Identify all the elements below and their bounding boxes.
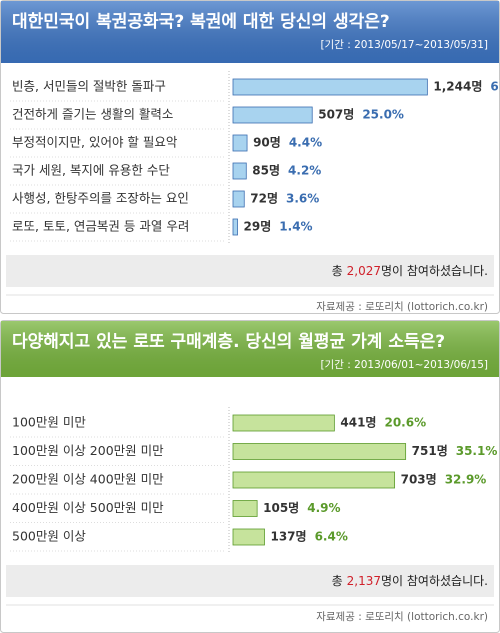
value-label: 105명 xyxy=(263,501,299,515)
subtitle: [기간 : 2013/06/01~2013/06/15] xyxy=(320,359,488,371)
total-suffix: 명이 참여하셨습니다. xyxy=(381,574,488,588)
bar xyxy=(232,190,245,208)
percent-label: 4.4% xyxy=(289,136,322,150)
bar xyxy=(232,134,248,152)
category-label: 200만원 이상 400만원 미만 xyxy=(12,472,164,487)
total-suffix: 명이 참여하셨습니다. xyxy=(381,264,488,278)
total-text: 총 2,137명이 참여하셨습니다. xyxy=(332,574,488,588)
title: 대한민국이 복권공화국? 복권에 대한 당신의 생각은? xyxy=(12,12,390,32)
total-value: 2,137 xyxy=(347,574,381,588)
source: 자료제공 : 로또리치 (lottorich.co.kr) xyxy=(316,611,488,623)
total-box xyxy=(6,565,494,597)
bar xyxy=(232,528,265,546)
percent-label: 61.4% xyxy=(490,80,500,94)
category-label: 100만원 미만 xyxy=(12,415,86,430)
percent-label: 4.9% xyxy=(307,501,340,515)
title: 다양해지고 있는 로또 구매계층. 당신의 월평균 가계 소득은? xyxy=(12,332,445,352)
total-box xyxy=(6,255,494,287)
bar xyxy=(232,218,238,236)
bar xyxy=(232,471,396,489)
bar xyxy=(232,162,247,180)
value-label: 507명 xyxy=(318,108,354,122)
category-label: 빈층, 서민들의 절박한 돌파구 xyxy=(12,79,166,94)
bar xyxy=(232,443,407,460)
value-label: 441명 xyxy=(340,416,376,430)
category-label: 400만원 이상 500만원 미만 xyxy=(12,500,164,515)
category-label: 건전하게 즐기는 생활의 활력소 xyxy=(12,107,173,122)
category-label: 500만원 이상 xyxy=(12,529,86,544)
total-prefix: 총 xyxy=(332,574,343,588)
bar xyxy=(232,106,313,124)
percent-label: 3.6% xyxy=(286,192,319,206)
header-shade xyxy=(1,1,499,63)
percent-label: 35.1% xyxy=(456,444,498,458)
value-label: 90명 xyxy=(253,136,281,150)
category-label: 100만원 이상 200만원 미만 xyxy=(12,443,164,458)
percent-label: 4.2% xyxy=(288,164,321,178)
total-text: 총 2,027명이 참여하셨습니다. xyxy=(332,264,488,278)
source: 자료제공 : 로또리치 (lottorich.co.kr) xyxy=(316,301,488,313)
category-label: 로또, 토토, 연금복권 등 과열 우려 xyxy=(12,219,189,234)
value-label: 751명 xyxy=(412,444,448,458)
percent-label: 32.9% xyxy=(445,473,487,487)
percent-label: 6.4% xyxy=(315,530,348,544)
total-prefix: 총 xyxy=(332,264,343,278)
total-value: 2,027 xyxy=(347,264,381,278)
percent-label: 20.6% xyxy=(384,416,426,430)
header-shade xyxy=(1,321,499,377)
category-label: 국가 세원, 복지에 유용한 수단 xyxy=(12,163,170,178)
value-label: 72명 xyxy=(250,192,278,206)
value-label: 703명 xyxy=(401,473,437,487)
value-label: 85명 xyxy=(252,164,280,178)
percent-label: 25.0% xyxy=(362,108,404,122)
value-label: 137명 xyxy=(270,530,306,544)
subtitle: [기간 : 2013/05/17~2013/05/31] xyxy=(320,39,488,51)
bar xyxy=(232,500,258,517)
category-label: 부정적이지만, 있어야 할 필요악 xyxy=(12,135,178,150)
category-label: 사행성, 한탕주의를 조장하는 요인 xyxy=(12,191,189,206)
percent-label: 1.4% xyxy=(279,220,312,234)
bar xyxy=(232,78,428,96)
value-label: 29명 xyxy=(244,220,272,234)
value-label: 1,244명 xyxy=(433,80,482,94)
bar xyxy=(232,414,335,432)
